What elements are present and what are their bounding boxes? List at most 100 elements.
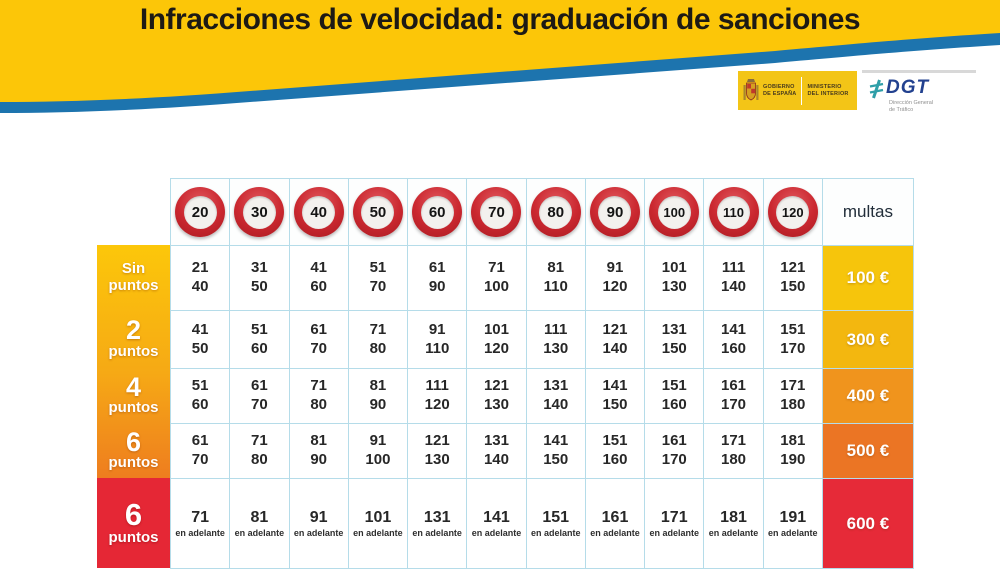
range-from: 71 [488, 259, 505, 277]
range-to: 70 [310, 339, 327, 357]
row-label-top: 2 [125, 315, 142, 346]
points-label-column: Sin puntos 2 puntos 4 puntos 6 puntos [97, 245, 170, 478]
speed-range-cell: 151 160 [645, 369, 705, 424]
row-label-top: Sin [121, 260, 146, 278]
range-to: 50 [191, 339, 209, 357]
range-from: 171 [780, 377, 806, 395]
onward-note: en adelante [471, 527, 522, 538]
logo-divider [801, 76, 803, 105]
speed-range-cell: 101 130 [645, 246, 705, 311]
speed-limit-sign-110-icon: 110 [708, 187, 759, 237]
speed-sign-cell-120: 120 [763, 179, 823, 246]
range-from: 61 [310, 320, 327, 338]
range-from: 61 [251, 377, 268, 395]
range-from: 111 [721, 259, 746, 277]
speed-limit-value: 80 [539, 195, 573, 229]
range-from: 161 [661, 432, 687, 450]
range-to: 140 [721, 278, 747, 295]
speed-range-cell: 141 160 [704, 311, 764, 369]
range-from: 71 [251, 432, 268, 450]
speed-limit-value: 40 [302, 195, 336, 229]
speed-limit-sign-100-icon: 100 [649, 187, 700, 237]
row-label-4-puntos: 4 puntos [97, 368, 170, 423]
onward-note: en adelante [175, 527, 225, 538]
speed-range-cell: 131 en adelante [408, 479, 468, 569]
speed-sign-cell-40: 40 [289, 179, 349, 246]
speed-limit-value: 100 [657, 195, 691, 229]
range-to: 150 [661, 339, 687, 357]
range-to: 100 [365, 451, 391, 468]
fine-amount-cell: 400 € [822, 369, 914, 424]
range-from: 141 [721, 320, 747, 338]
row-label-bottom: puntos [108, 528, 159, 546]
speed-range-cell: 151 170 [763, 311, 823, 369]
range-from: 131 [423, 509, 451, 527]
speed-range-cell: 61 70 [171, 424, 231, 479]
range-from: 61 [191, 432, 209, 450]
speed-range-cell: 191 en adelante [763, 479, 823, 569]
speed-sign-cell-30: 30 [230, 179, 290, 246]
row-label-top: 6 [124, 497, 143, 533]
speed-range-cell: 81 90 [348, 369, 409, 424]
range-from: 141 [602, 377, 628, 395]
row-label-top: 6 [125, 426, 142, 457]
range-to: 70 [251, 396, 268, 413]
onward-note: en adelante [530, 527, 581, 538]
range-from: 41 [310, 259, 327, 277]
range-from: 71 [369, 320, 387, 338]
range-to: 80 [310, 396, 327, 413]
speed-range-cell: 121 150 [763, 246, 823, 311]
range-to: 160 [721, 339, 747, 357]
speed-limit-sign-50-icon: 50 [352, 187, 403, 237]
speed-range-cell: 131 140 [526, 369, 586, 424]
row-label-6-puntos-max: 6 puntos [97, 478, 170, 568]
onward-note: en adelante [293, 527, 344, 538]
speed-sign-cell-80: 80 [526, 179, 586, 246]
page-title: Infracciones de velocidad: graduación de… [139, 3, 861, 36]
speed-limit-value: 90 [598, 195, 632, 229]
ministerio-line1: MINISTERIO [807, 83, 842, 90]
onward-note: en adelante [412, 527, 462, 538]
range-to: 170 [661, 451, 687, 468]
range-to: 90 [369, 396, 387, 413]
speed-limit-value: 60 [420, 195, 454, 229]
speed-range-cell: 101 120 [467, 311, 527, 369]
range-from: 101 [364, 509, 392, 527]
speed-range-cell: 161 en adelante [585, 479, 646, 569]
range-from: 121 [424, 432, 450, 450]
range-to: 60 [191, 396, 209, 413]
range-to: 60 [251, 339, 268, 357]
speed-range-cell: 91 120 [585, 246, 646, 311]
range-to: 100 [483, 278, 509, 295]
speed-limit-sign-80-icon: 80 [530, 187, 581, 237]
range-to: 160 [661, 396, 687, 413]
speed-sign-cell-70: 70 [467, 179, 527, 246]
speed-range-cell: 71 80 [348, 311, 409, 369]
range-from: 21 [191, 259, 209, 277]
range-from: 51 [191, 377, 209, 395]
speed-sign-cell-20: 20 [171, 179, 231, 246]
range-from: 81 [369, 377, 387, 395]
speed-range-cell: 41 60 [289, 246, 349, 311]
range-to: 90 [310, 451, 327, 468]
speed-sign-cell-50: 50 [348, 179, 409, 246]
range-from: 71 [191, 509, 210, 527]
range-from: 101 [483, 320, 509, 338]
range-from: 171 [660, 509, 688, 527]
speed-limit-sign-20-icon: 20 [175, 187, 226, 237]
speed-range-cell: 71 80 [230, 424, 290, 479]
range-from: 161 [721, 377, 747, 395]
speed-range-cell: 61 70 [230, 369, 290, 424]
range-from: 171 [721, 432, 747, 450]
speed-range-cell: 81 110 [526, 246, 586, 311]
sanctions-table: Sin puntos 2 puntos 4 puntos 6 puntos 6 … [97, 178, 914, 569]
range-from: 151 [780, 320, 806, 338]
range-to: 140 [483, 451, 509, 468]
range-from: 111 [425, 377, 449, 395]
range-from: 181 [780, 432, 806, 450]
speed-range-cell: 141 en adelante [467, 479, 527, 569]
range-from: 111 [544, 320, 568, 338]
gobierno-text: GOBIERNO DE ESPAÑA [763, 84, 796, 98]
speed-range-cell: 121 130 [408, 424, 468, 479]
